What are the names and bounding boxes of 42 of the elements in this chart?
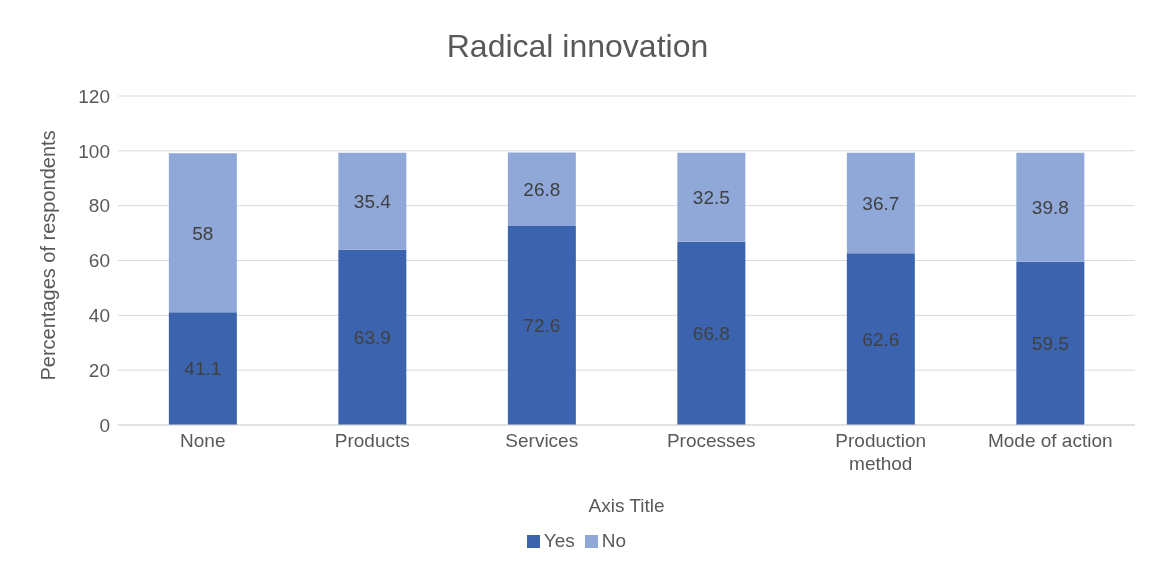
bar	[168, 153, 237, 313]
x-tick-label: Services	[505, 430, 579, 451]
y-tick-label: 0	[99, 414, 110, 436]
data-label: 39.8	[1031, 197, 1069, 219]
y-tick-label: 120	[78, 85, 110, 107]
y-tick-label: 100	[78, 140, 110, 162]
data-label: 26.8	[523, 178, 561, 200]
bar	[507, 225, 576, 425]
data-label: 62.6	[862, 328, 900, 350]
bar	[507, 152, 576, 226]
data-label: 35.4	[353, 191, 392, 213]
bar	[1016, 152, 1085, 262]
bar	[338, 152, 407, 250]
data-label: 32.5	[692, 187, 730, 209]
y-tick-label: 80	[88, 195, 110, 217]
x-tick-label: Processes	[666, 430, 756, 451]
data-label: 36.7	[862, 192, 900, 214]
x-axis-title: Axis Title	[588, 495, 665, 516]
data-label: 66.8	[692, 323, 730, 345]
data-label: 41.1	[184, 358, 222, 380]
bar	[168, 312, 237, 425]
x-tick-label: None	[180, 430, 226, 451]
x-tick-label: Products	[334, 430, 410, 451]
y-tick-label: 40	[88, 305, 110, 327]
data-label: 59.5	[1031, 333, 1069, 355]
bar	[677, 241, 746, 425]
data-label: 72.6	[523, 315, 561, 337]
chart-title: Radical innovation	[445, 27, 710, 66]
bar	[1016, 261, 1085, 425]
y-tick-label: 60	[88, 250, 110, 272]
bar	[846, 152, 915, 254]
data-label: 63.9	[353, 327, 391, 349]
x-tick-label: Production method	[835, 430, 927, 474]
legend-label: Yes	[543, 530, 575, 551]
bar	[846, 253, 915, 425]
data-label: 58	[192, 222, 214, 244]
y-axis-title: Percentages of respondents	[37, 130, 60, 381]
bar	[677, 152, 746, 242]
y-tick-label: 20	[88, 359, 110, 381]
legend-label: No	[601, 530, 627, 551]
x-tick-label: Mode of action	[987, 430, 1113, 451]
bar	[338, 249, 407, 425]
